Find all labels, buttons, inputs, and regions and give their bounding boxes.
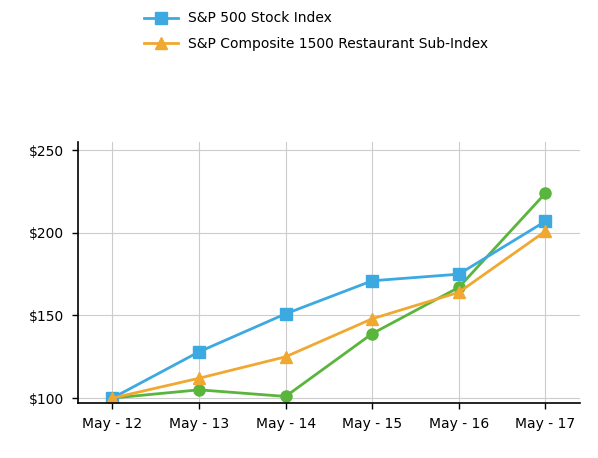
S&P 500 Stock Index [109,395,116,401]
S&P Composite 1500 Restaurant Sub-Index [109,395,116,401]
Darden Restaurants, Inc. [196,387,203,393]
Line: S&P Composite 1500 Restaurant Sub-Index: S&P Composite 1500 Restaurant Sub-Index [107,226,551,403]
Darden Restaurants, Inc. [109,395,116,401]
S&P Composite 1500 Restaurant Sub-Index [542,229,549,234]
Legend: Darden Restaurants, Inc., S&P 500 Stock Index, S&P Composite 1500 Restaurant Sub: Darden Restaurants, Inc., S&P 500 Stock … [138,0,494,57]
S&P 500 Stock Index [542,218,549,224]
S&P 500 Stock Index [282,311,289,316]
Line: Darden Restaurants, Inc.: Darden Restaurants, Inc. [107,188,551,403]
S&P Composite 1500 Restaurant Sub-Index [455,289,462,295]
Darden Restaurants, Inc. [282,394,289,399]
Line: S&P 500 Stock Index: S&P 500 Stock Index [107,216,551,403]
S&P 500 Stock Index [455,272,462,277]
S&P Composite 1500 Restaurant Sub-Index [368,316,376,322]
S&P 500 Stock Index [368,278,376,284]
Darden Restaurants, Inc. [368,331,376,336]
Darden Restaurants, Inc. [542,191,549,196]
S&P 500 Stock Index [196,349,203,354]
S&P Composite 1500 Restaurant Sub-Index [282,354,289,360]
S&P Composite 1500 Restaurant Sub-Index [196,376,203,381]
Darden Restaurants, Inc. [455,284,462,290]
